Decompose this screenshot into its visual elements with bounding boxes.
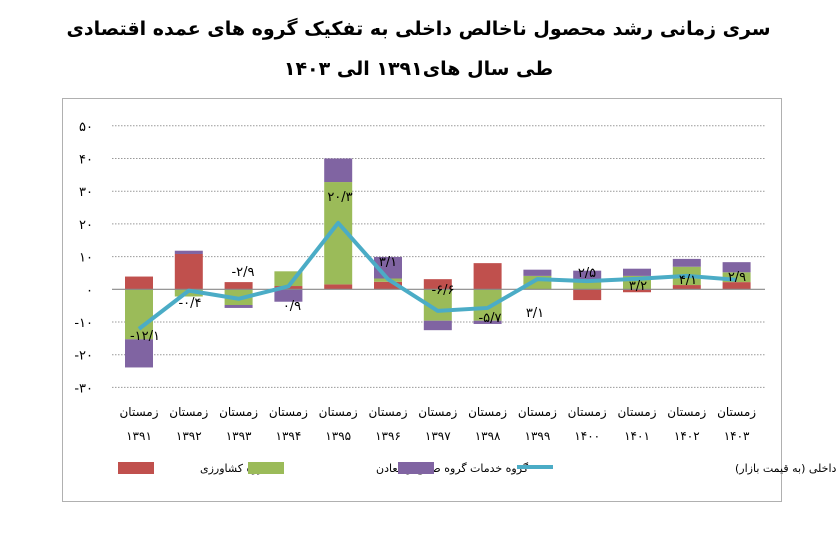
category-season-label: زمستان <box>219 405 258 420</box>
bar-segment <box>423 279 452 290</box>
legend-swatch <box>118 462 154 474</box>
category-season-label: زمستان <box>418 405 457 420</box>
bar-segment <box>573 279 602 290</box>
bar-segment <box>722 262 751 273</box>
category-year-label: ۱۴۰۳ <box>724 429 750 443</box>
data-label: -۱۲/۱ <box>130 329 160 344</box>
category-year-label: ۱۳۹۲ <box>176 429 202 443</box>
bar-segment <box>324 158 353 183</box>
y-tick-label: ۰ <box>86 283 93 298</box>
bar-segment <box>573 270 602 280</box>
category-season-label: زمستان <box>368 405 407 420</box>
bar-segment <box>274 289 303 302</box>
legend-swatch <box>248 462 284 474</box>
bar-segment <box>722 272 751 283</box>
y-tick-label: -۳۰ <box>74 381 93 396</box>
bar-segment <box>174 250 203 254</box>
legend-swatch <box>398 462 434 474</box>
data-label: ۴/۱ <box>679 273 697 288</box>
category-season-label: زمستان <box>169 405 208 420</box>
y-tick-label: -۱۰ <box>74 316 93 331</box>
category-season-label: زمستان <box>617 405 656 420</box>
gdp-line <box>137 220 737 331</box>
y-tick-label: ۵۰ <box>79 120 93 135</box>
data-label: ۳/۱ <box>379 255 397 270</box>
data-label: -۶/۶ <box>431 283 454 298</box>
category-year-label: ۱۳۹۸ <box>475 429 501 443</box>
category-year-label: ۱۴۰۰ <box>574 429 600 443</box>
y-tick-label: ۳۰ <box>79 185 93 200</box>
bar-segment <box>473 320 502 324</box>
chart-subtitle: طی سال های۱۳۹۱ الی ۱۴۰۳ <box>283 58 554 80</box>
bar-segment <box>324 284 353 290</box>
category-year-label: ۱۳۹۷ <box>425 429 451 443</box>
category-year-label: ۱۳۹۶ <box>375 429 401 443</box>
data-label: ۳/۲ <box>629 279 647 294</box>
bar-segment <box>125 276 153 290</box>
y-tick-label: ۱۰ <box>79 251 93 266</box>
data-label: ۰/۹ <box>283 299 301 314</box>
category-season-label: زمستان <box>667 405 706 420</box>
bar-segment <box>672 258 701 267</box>
bar-segment <box>174 253 203 290</box>
category-year-label: ۱۴۰۱ <box>624 429 650 443</box>
data-label: -۰/۴ <box>178 296 201 311</box>
category-season-label: زمستان <box>518 405 557 420</box>
bar-segment <box>623 289 651 293</box>
category-year-label: ۱۴۰۲ <box>674 429 700 443</box>
chart-title: سری زمانی رشد محصول ناخالص داخلی به تفکی… <box>66 18 771 40</box>
bar-segment <box>473 289 502 321</box>
category-year-label: ۱۳۹۵ <box>325 429 351 443</box>
y-tick-label: ۴۰ <box>79 153 93 168</box>
category-year-label: ۱۳۹۹ <box>525 429 551 443</box>
chart-frame <box>62 98 782 502</box>
bar-segment <box>224 304 253 308</box>
bar-segment <box>473 263 502 290</box>
bar-segment <box>672 285 701 290</box>
legend-label: گروه خدمات <box>470 462 529 475</box>
y-tick-label: ۲۰ <box>79 218 93 233</box>
bar-segment <box>374 281 402 290</box>
y-tick-label: -۲۰ <box>74 349 93 364</box>
bar-segment <box>623 268 651 276</box>
category-season-label: زمستان <box>717 405 756 420</box>
bar-segment <box>573 289 602 301</box>
category-season-label: زمستان <box>468 405 507 420</box>
bar-segment <box>224 282 253 290</box>
data-label: -۲/۹ <box>231 265 254 280</box>
bar-segment <box>125 339 153 368</box>
category-season-label: زمستان <box>269 405 308 420</box>
category-year-label: ۱۳۹۱ <box>126 429 152 443</box>
data-label: ۲/۹ <box>728 270 746 285</box>
data-label: ۲۰/۳ <box>327 190 352 205</box>
legend-label: محصول ناخالص داخلی (به قیمت بازار) <box>735 462 837 475</box>
bar-segment <box>722 282 751 290</box>
bar-segment <box>125 289 153 340</box>
category-season-label: زمستان <box>568 405 607 420</box>
data-label: -۵/۷ <box>478 311 501 326</box>
data-label: ۳/۱ <box>526 306 544 321</box>
bar-segment <box>523 269 552 276</box>
category-season-label: زمستان <box>319 405 358 420</box>
category-year-label: ۱۳۹۳ <box>226 429 252 443</box>
category-year-label: ۱۳۹۴ <box>276 429 302 443</box>
data-label: ۲/۵ <box>578 266 596 281</box>
category-season-label: زمستان <box>119 405 158 420</box>
bar-segment <box>423 320 452 331</box>
